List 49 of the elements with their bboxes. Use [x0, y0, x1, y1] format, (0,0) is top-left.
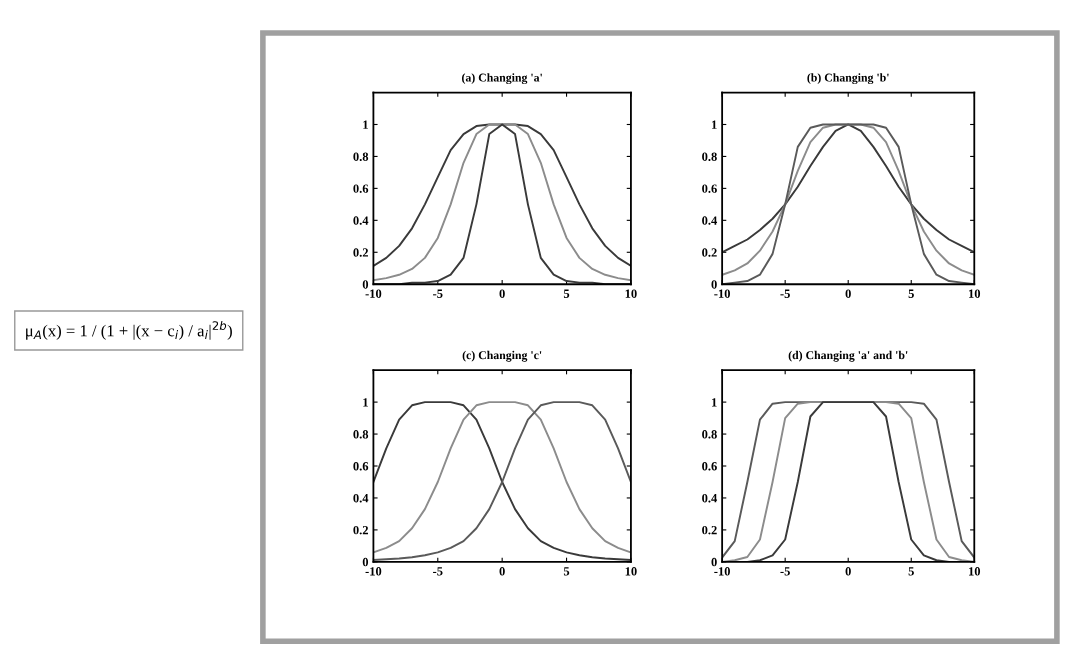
- x-tick-label: -5: [433, 289, 443, 298]
- chart-title: (b) Changing 'b': [807, 73, 889, 85]
- x-tick-label: 10: [625, 567, 637, 576]
- chart-title: (d) Changing 'a' and 'b': [788, 350, 908, 362]
- y-tick-label: 1: [363, 120, 368, 129]
- y-tick-label: 1: [712, 398, 717, 407]
- x-tick-label: 10: [625, 289, 637, 298]
- y-tick-label: 0.4: [702, 216, 718, 225]
- x-tick-label: -10: [714, 289, 730, 298]
- x-tick-label: 5: [908, 567, 914, 576]
- y-tick-label: 0.8: [702, 152, 717, 161]
- text: μ$_{A}$(x) = 1 / (1 + |(x − c$_{i}$) / a$_{i}$|$^{2b}$): [26, 321, 232, 340]
- y-tick-label: 0: [362, 557, 369, 567]
- x-tick-label: 5: [563, 567, 570, 576]
- y-tick-label: 1: [712, 120, 717, 129]
- x-tick-label: 0: [499, 289, 505, 298]
- chart-title: (a) Changing 'a': [462, 73, 542, 85]
- x-tick-label: 10: [969, 289, 981, 298]
- y-tick-label: 0: [711, 557, 717, 567]
- y-tick-label: 0.8: [353, 152, 369, 161]
- y-tick-label: 0.8: [702, 430, 717, 439]
- x-tick-label: -5: [780, 289, 790, 298]
- y-tick-label: 0.6: [353, 462, 369, 471]
- y-tick-label: 0.4: [702, 493, 718, 503]
- x-tick-label: 0: [845, 567, 851, 576]
- y-tick-label: 1: [363, 398, 368, 407]
- x-tick-label: -10: [365, 567, 382, 576]
- x-tick-label: 10: [969, 567, 981, 576]
- x-tick-label: 0: [499, 567, 505, 576]
- y-tick-label: 0.2: [702, 248, 717, 257]
- x-tick-label: -10: [365, 289, 382, 298]
- chart-title: (c) Changing 'c': [462, 350, 542, 362]
- x-tick-label: 5: [908, 289, 914, 298]
- y-tick-label: 0.2: [702, 525, 717, 535]
- x-tick-label: -5: [780, 567, 790, 576]
- x-tick-label: 0: [845, 289, 851, 298]
- y-tick-label: 0: [362, 280, 369, 289]
- y-tick-label: 0.2: [353, 525, 369, 535]
- x-tick-label: -5: [433, 567, 443, 576]
- x-tick-label: -10: [714, 567, 730, 576]
- y-tick-label: 0.4: [353, 216, 369, 225]
- y-tick-label: 0.6: [353, 184, 369, 193]
- y-tick-label: 0.6: [702, 462, 717, 471]
- y-tick-label: 0.2: [353, 248, 369, 257]
- y-tick-label: 0: [711, 280, 717, 289]
- y-tick-label: 0.4: [353, 493, 369, 503]
- x-tick-label: 5: [563, 289, 570, 298]
- y-tick-label: 0.6: [702, 184, 717, 193]
- y-tick-label: 0.8: [353, 430, 369, 439]
